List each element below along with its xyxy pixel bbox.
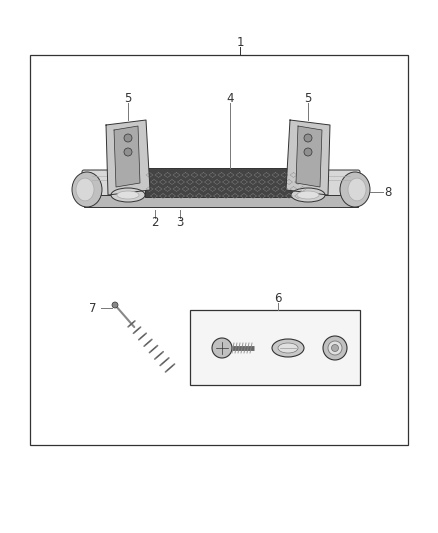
Circle shape bbox=[304, 148, 312, 156]
Circle shape bbox=[304, 134, 312, 142]
Text: 4: 4 bbox=[226, 92, 234, 104]
Text: 7: 7 bbox=[89, 302, 97, 314]
Circle shape bbox=[124, 134, 132, 142]
Circle shape bbox=[328, 341, 342, 355]
Circle shape bbox=[212, 338, 232, 358]
Ellipse shape bbox=[348, 178, 366, 201]
Text: 3: 3 bbox=[177, 215, 184, 229]
Ellipse shape bbox=[272, 339, 304, 357]
Text: 2: 2 bbox=[151, 215, 159, 229]
Text: 1: 1 bbox=[236, 36, 244, 49]
Bar bbox=[190, 310, 360, 385]
Polygon shape bbox=[286, 120, 330, 195]
Ellipse shape bbox=[76, 178, 94, 201]
Ellipse shape bbox=[278, 343, 298, 353]
Bar bbox=[30, 55, 408, 445]
Polygon shape bbox=[106, 120, 150, 195]
Circle shape bbox=[332, 344, 339, 351]
Text: 8: 8 bbox=[384, 185, 392, 198]
Ellipse shape bbox=[72, 172, 102, 207]
Bar bbox=[84, 195, 358, 207]
Ellipse shape bbox=[297, 191, 319, 199]
Ellipse shape bbox=[111, 188, 145, 202]
Circle shape bbox=[112, 302, 118, 308]
Circle shape bbox=[124, 148, 132, 156]
Text: 5: 5 bbox=[304, 92, 312, 104]
Bar bbox=[145, 168, 310, 197]
FancyBboxPatch shape bbox=[82, 170, 360, 197]
Circle shape bbox=[323, 336, 347, 360]
Ellipse shape bbox=[117, 191, 139, 199]
Ellipse shape bbox=[340, 172, 370, 207]
Text: 6: 6 bbox=[274, 292, 282, 304]
Polygon shape bbox=[114, 126, 140, 187]
Text: 5: 5 bbox=[124, 92, 132, 104]
Polygon shape bbox=[296, 126, 322, 187]
Ellipse shape bbox=[291, 188, 325, 202]
